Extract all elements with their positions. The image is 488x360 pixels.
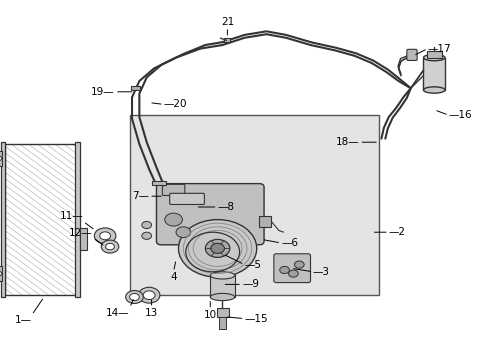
- Circle shape: [143, 291, 155, 300]
- Text: 1—: 1—: [15, 315, 32, 325]
- Circle shape: [288, 270, 298, 277]
- Circle shape: [142, 232, 151, 239]
- FancyBboxPatch shape: [169, 193, 204, 204]
- Circle shape: [129, 293, 139, 301]
- Ellipse shape: [210, 293, 234, 301]
- Circle shape: [205, 239, 229, 257]
- Bar: [75, 142, 80, 297]
- Text: —16: —16: [448, 110, 471, 120]
- Circle shape: [0, 271, 1, 276]
- Bar: [131, 86, 140, 90]
- Text: 7—: 7—: [132, 191, 149, 201]
- Circle shape: [176, 227, 190, 238]
- Bar: [0, 151, 2, 166]
- Circle shape: [210, 243, 224, 253]
- Circle shape: [279, 266, 289, 274]
- Circle shape: [94, 228, 116, 244]
- Text: —2: —2: [388, 227, 405, 237]
- Text: 14—: 14—: [106, 308, 129, 318]
- Bar: [426, 51, 441, 58]
- Circle shape: [100, 232, 110, 240]
- FancyBboxPatch shape: [156, 184, 264, 245]
- Text: 4: 4: [170, 272, 177, 282]
- Circle shape: [105, 243, 114, 250]
- Text: —15: —15: [244, 314, 267, 324]
- Circle shape: [294, 261, 304, 268]
- Text: 21: 21: [220, 17, 234, 27]
- Text: 10: 10: [203, 310, 216, 320]
- Circle shape: [142, 221, 151, 229]
- Ellipse shape: [423, 54, 444, 61]
- Text: —20: —20: [163, 99, 187, 109]
- FancyBboxPatch shape: [273, 254, 310, 283]
- Bar: [151, 181, 166, 185]
- Text: —9: —9: [242, 279, 259, 289]
- Circle shape: [178, 220, 256, 277]
- Bar: [218, 317, 226, 329]
- Text: —3: —3: [312, 267, 329, 277]
- Bar: [1, 142, 5, 297]
- Bar: [224, 38, 229, 42]
- Bar: [216, 308, 228, 317]
- Bar: [0, 266, 2, 281]
- Bar: [210, 275, 234, 297]
- FancyBboxPatch shape: [129, 115, 378, 295]
- Text: —8: —8: [217, 202, 234, 212]
- Circle shape: [101, 240, 119, 253]
- FancyBboxPatch shape: [406, 49, 416, 60]
- Text: 11—: 11—: [60, 211, 83, 221]
- Ellipse shape: [210, 272, 234, 279]
- Circle shape: [164, 213, 182, 226]
- Circle shape: [125, 291, 143, 303]
- Text: 12—: 12—: [69, 228, 93, 238]
- Bar: [5, 144, 76, 295]
- FancyBboxPatch shape: [162, 184, 184, 195]
- Bar: [259, 216, 271, 227]
- Bar: [80, 228, 87, 250]
- Text: —17: —17: [427, 44, 450, 54]
- Text: 13: 13: [144, 308, 158, 318]
- Text: 18—: 18—: [335, 137, 359, 147]
- Text: —6: —6: [281, 238, 298, 248]
- Bar: [423, 58, 444, 90]
- Ellipse shape: [423, 87, 444, 93]
- Circle shape: [0, 156, 1, 161]
- Text: —5: —5: [244, 260, 261, 270]
- Circle shape: [138, 287, 160, 303]
- Text: 19—: 19—: [91, 87, 115, 97]
